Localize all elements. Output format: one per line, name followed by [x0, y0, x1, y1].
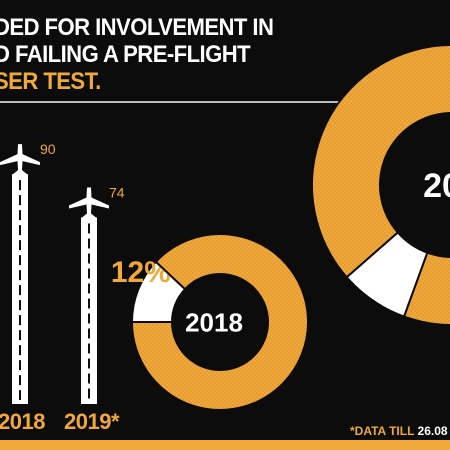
- footnote-date: 26.08: [417, 424, 448, 438]
- headline-period: .: [95, 68, 101, 95]
- headline-line-1: DED FOR INVOLVEMENT IN: [0, 14, 274, 41]
- runway-bar: 90: [0, 141, 56, 404]
- airplane-icon: [0, 144, 40, 177]
- headline-line-2: D FAILING A PRE-FLIGHT: [0, 41, 251, 68]
- airplane-icon: [69, 187, 109, 220]
- donut-slice: [311, 44, 450, 326]
- headline-line-3: SER TEST.: [0, 68, 273, 95]
- footnote: *DATA TILL 26.08: [350, 424, 448, 438]
- bottom-accent-bar: [0, 440, 450, 450]
- headline-accent: SER TEST: [0, 68, 96, 95]
- bar-category-label-0: 2018: [0, 409, 45, 434]
- headline-rule: [0, 101, 345, 103]
- donut-center-label: 2018: [185, 307, 243, 337]
- donut-slice: [130, 233, 309, 411]
- runway-bar: 74: [69, 184, 125, 404]
- footnote-prefix: *DATA TILL: [350, 424, 418, 438]
- bar-value-label: 74: [109, 184, 125, 200]
- headline: DED FOR INVOLVEMENT IN D FAILING A PRE-F…: [0, 14, 274, 95]
- bar-category-label-1: 2019*: [64, 409, 120, 434]
- runway-strip: [81, 217, 97, 404]
- donut-chart: 20: [311, 44, 450, 326]
- donut-chart: 12%2018: [111, 233, 309, 411]
- bar-value-label: 90: [40, 141, 56, 157]
- donut-center-label: 20: [423, 167, 450, 205]
